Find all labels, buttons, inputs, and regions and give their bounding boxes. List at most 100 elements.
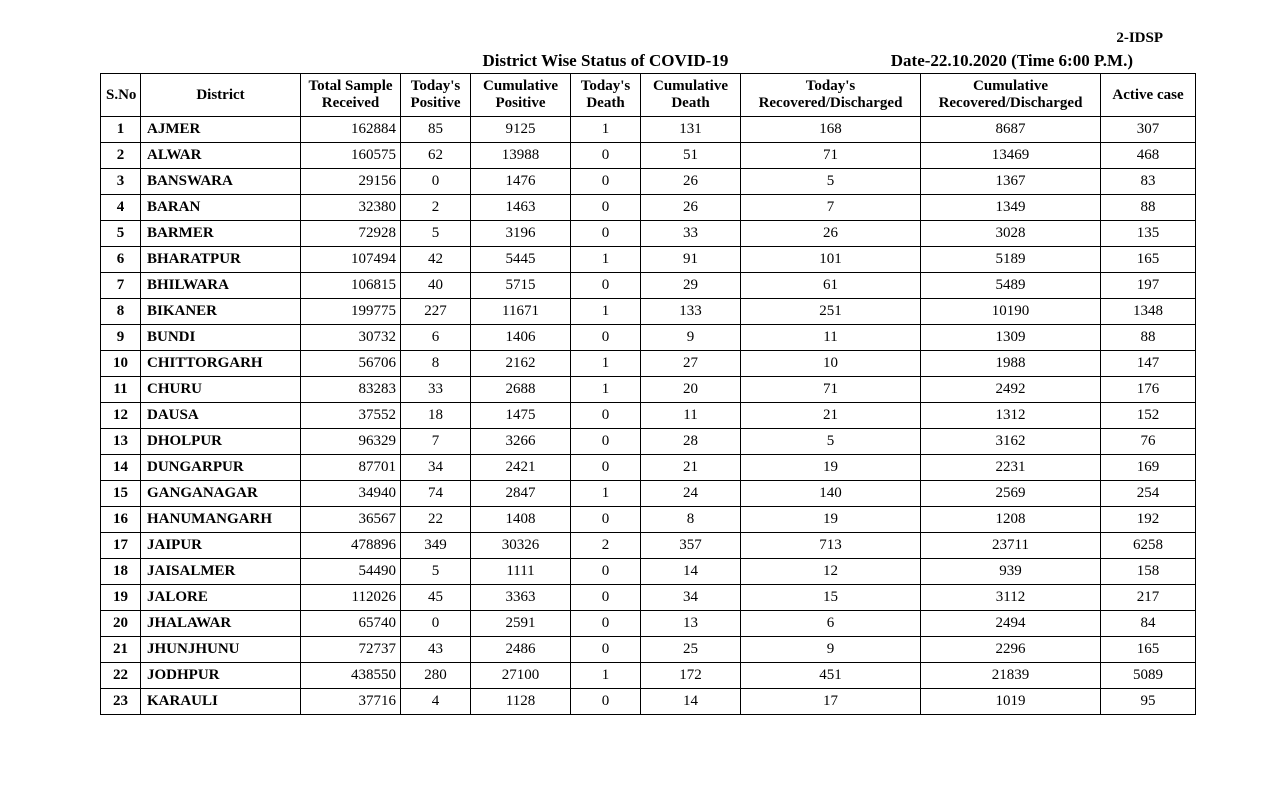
table-row: 3BANSWARA29156014760265136783 xyxy=(101,169,1196,195)
cell-cpos: 11671 xyxy=(471,299,571,325)
cell-tpos: 4 xyxy=(401,689,471,715)
cell-sno: 15 xyxy=(101,481,141,507)
cell-crec: 5189 xyxy=(921,247,1101,273)
cell-crec: 1019 xyxy=(921,689,1101,715)
cell-sample: 36567 xyxy=(301,507,401,533)
cell-tdeath: 0 xyxy=(571,169,641,195)
table-header-row: S.No District Total Sample Received Toda… xyxy=(101,74,1196,117)
cell-cdeath: 8 xyxy=(641,507,741,533)
cell-sample: 37552 xyxy=(301,403,401,429)
cell-tdeath: 0 xyxy=(571,143,641,169)
table-row: 15GANGANAGAR349407428471241402569254 xyxy=(101,481,1196,507)
cell-cpos: 1111 xyxy=(471,559,571,585)
table-row: 13DHOLPUR96329732660285316276 xyxy=(101,429,1196,455)
cell-trec: 10 xyxy=(741,351,921,377)
cell-tdeath: 1 xyxy=(571,481,641,507)
cell-trec: 5 xyxy=(741,429,921,455)
cell-sno: 17 xyxy=(101,533,141,559)
cell-district: ALWAR xyxy=(141,143,301,169)
cell-crec: 2296 xyxy=(921,637,1101,663)
cell-cdeath: 26 xyxy=(641,169,741,195)
cell-cdeath: 29 xyxy=(641,273,741,299)
cell-crec: 2569 xyxy=(921,481,1101,507)
cell-cpos: 2688 xyxy=(471,377,571,403)
cell-tpos: 18 xyxy=(401,403,471,429)
cell-cpos: 2591 xyxy=(471,611,571,637)
cell-tpos: 227 xyxy=(401,299,471,325)
cell-trec: 19 xyxy=(741,455,921,481)
cell-district: GANGANAGAR xyxy=(141,481,301,507)
cell-tpos: 5 xyxy=(401,221,471,247)
cell-tpos: 349 xyxy=(401,533,471,559)
table-row: 10CHITTORGARH5670682162127101988147 xyxy=(101,351,1196,377)
cell-trec: 26 xyxy=(741,221,921,247)
cell-cdeath: 51 xyxy=(641,143,741,169)
table-row: 1AJMER16288485912511311688687307 xyxy=(101,117,1196,143)
cell-cpos: 2162 xyxy=(471,351,571,377)
page-title: District Wise Status of COVID-19 xyxy=(100,51,891,71)
cell-cdeath: 21 xyxy=(641,455,741,481)
cell-tdeath: 0 xyxy=(571,585,641,611)
cell-trec: 11 xyxy=(741,325,921,351)
cell-cdeath: 11 xyxy=(641,403,741,429)
col-sno: S.No xyxy=(101,74,141,117)
cell-active: 468 xyxy=(1101,143,1196,169)
cell-trec: 7 xyxy=(741,195,921,221)
cell-district: BHARATPUR xyxy=(141,247,301,273)
col-sample: Total Sample Received xyxy=(301,74,401,117)
cell-tdeath: 0 xyxy=(571,221,641,247)
cell-tpos: 8 xyxy=(401,351,471,377)
table-row: 23KARAULI377164112801417101995 xyxy=(101,689,1196,715)
cell-tdeath: 1 xyxy=(571,299,641,325)
cell-tpos: 6 xyxy=(401,325,471,351)
cell-crec: 5489 xyxy=(921,273,1101,299)
cell-crec: 3028 xyxy=(921,221,1101,247)
cell-trec: 713 xyxy=(741,533,921,559)
cell-district: CHURU xyxy=(141,377,301,403)
col-active: Active case xyxy=(1101,74,1196,117)
cell-tdeath: 0 xyxy=(571,429,641,455)
cell-sno: 14 xyxy=(101,455,141,481)
table-row: 8BIKANER199775227116711133251101901348 xyxy=(101,299,1196,325)
cell-tpos: 42 xyxy=(401,247,471,273)
cell-sno: 10 xyxy=(101,351,141,377)
cell-active: 254 xyxy=(1101,481,1196,507)
cell-tdeath: 1 xyxy=(571,377,641,403)
cell-district: KARAULI xyxy=(141,689,301,715)
cell-cpos: 1408 xyxy=(471,507,571,533)
col-cpos: Cumulative Positive xyxy=(471,74,571,117)
cell-tpos: 45 xyxy=(401,585,471,611)
cell-crec: 23711 xyxy=(921,533,1101,559)
cell-active: 76 xyxy=(1101,429,1196,455)
cell-tpos: 40 xyxy=(401,273,471,299)
cell-district: BHILWARA xyxy=(141,273,301,299)
cell-district: CHITTORGARH xyxy=(141,351,301,377)
cell-tdeath: 0 xyxy=(571,637,641,663)
cell-district: JAIPUR xyxy=(141,533,301,559)
col-crec: Cumulative Recovered/Discharged xyxy=(921,74,1101,117)
cell-cpos: 3363 xyxy=(471,585,571,611)
cell-tpos: 7 xyxy=(401,429,471,455)
cell-cpos: 2847 xyxy=(471,481,571,507)
cell-cpos: 3266 xyxy=(471,429,571,455)
cell-sno: 4 xyxy=(101,195,141,221)
cell-cpos: 27100 xyxy=(471,663,571,689)
cell-trec: 17 xyxy=(741,689,921,715)
cell-district: DUNGARPUR xyxy=(141,455,301,481)
cell-active: 88 xyxy=(1101,195,1196,221)
cell-trec: 61 xyxy=(741,273,921,299)
cell-district: JALORE xyxy=(141,585,301,611)
cell-trec: 12 xyxy=(741,559,921,585)
cell-sno: 13 xyxy=(101,429,141,455)
cell-cdeath: 9 xyxy=(641,325,741,351)
cell-cdeath: 25 xyxy=(641,637,741,663)
cell-active: 135 xyxy=(1101,221,1196,247)
cell-district: JODHPUR xyxy=(141,663,301,689)
cell-sno: 19 xyxy=(101,585,141,611)
cell-sample: 56706 xyxy=(301,351,401,377)
cell-tdeath: 0 xyxy=(571,559,641,585)
cell-active: 152 xyxy=(1101,403,1196,429)
cell-crec: 1312 xyxy=(921,403,1101,429)
table-row: 16HANUMANGARH3656722140808191208192 xyxy=(101,507,1196,533)
cell-crec: 8687 xyxy=(921,117,1101,143)
